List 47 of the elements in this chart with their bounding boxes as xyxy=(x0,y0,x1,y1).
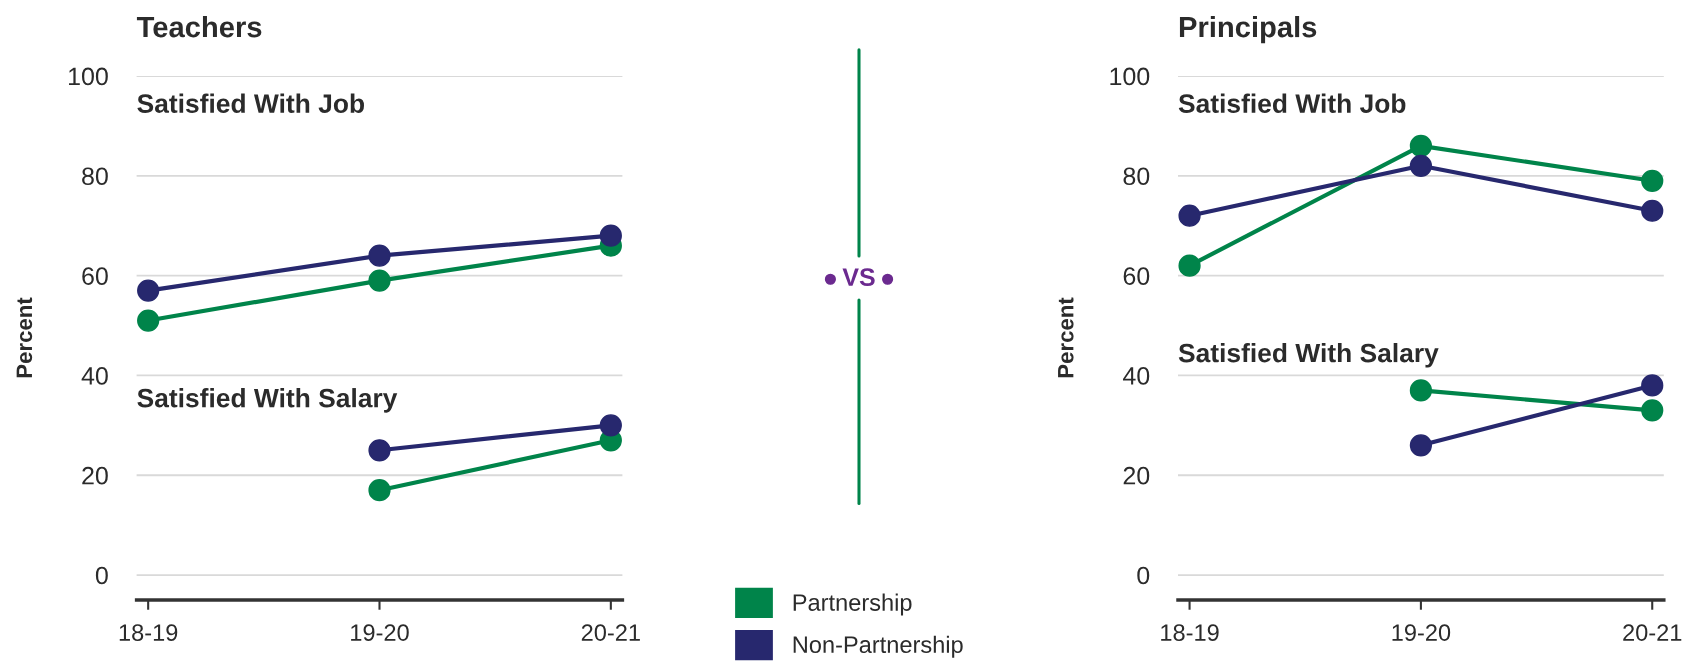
y-axis-title: Percent xyxy=(1058,297,1074,378)
point xyxy=(599,224,622,247)
point xyxy=(1641,374,1664,397)
point xyxy=(1641,399,1664,422)
point xyxy=(368,439,391,462)
y-tick-label: 40 xyxy=(1122,367,1150,385)
x-tick-label: 19-20 xyxy=(1392,624,1451,641)
annotation: Satisfied With Job xyxy=(1178,93,1406,113)
annotation: Satisfied With Salary xyxy=(137,388,398,413)
y-tick-label: 0 xyxy=(95,566,108,585)
x-tick-label: 20-21 xyxy=(581,624,640,641)
point xyxy=(1409,434,1433,457)
y-tick-label: 100 xyxy=(69,67,108,86)
annotation: Satisfied With Job xyxy=(137,93,364,113)
x-tick-label: 18-19 xyxy=(119,624,178,641)
point xyxy=(1178,204,1201,227)
point xyxy=(137,279,160,302)
x-tick-label: 20-21 xyxy=(1623,624,1682,641)
y-axis-title: Percent xyxy=(16,297,33,378)
chart-title: Teachers xyxy=(136,15,262,38)
y-tick-label: 100 xyxy=(1110,67,1150,86)
x-tick-label: 18-19 xyxy=(1161,624,1219,641)
point xyxy=(1641,169,1664,192)
y-tick-label: 40 xyxy=(81,367,108,385)
legend-label: Non-Partnership xyxy=(793,635,963,658)
point xyxy=(1409,154,1433,177)
x-tick-label: 19-20 xyxy=(351,624,409,641)
point xyxy=(137,309,160,332)
annotation: Satisfied With Salary xyxy=(1178,342,1439,368)
y-tick-label: 20 xyxy=(1123,466,1150,485)
y-tick-label: 20 xyxy=(82,466,108,485)
text: VS xyxy=(842,268,875,287)
point xyxy=(1409,134,1433,157)
chart-title: Principals xyxy=(1179,15,1317,44)
point xyxy=(1641,199,1664,222)
point xyxy=(1178,254,1201,277)
y-tick-label: 80 xyxy=(1123,167,1150,186)
legend-label: Partnership xyxy=(793,593,912,616)
point xyxy=(1409,379,1433,402)
y-tick-label: 0 xyxy=(1137,566,1150,585)
y-tick-label: 60 xyxy=(82,267,108,285)
point xyxy=(368,269,391,292)
point xyxy=(368,479,391,502)
y-tick-label: 80 xyxy=(82,167,108,186)
y-tick-label: 60 xyxy=(1123,267,1150,285)
point xyxy=(368,244,391,267)
point xyxy=(599,414,622,437)
